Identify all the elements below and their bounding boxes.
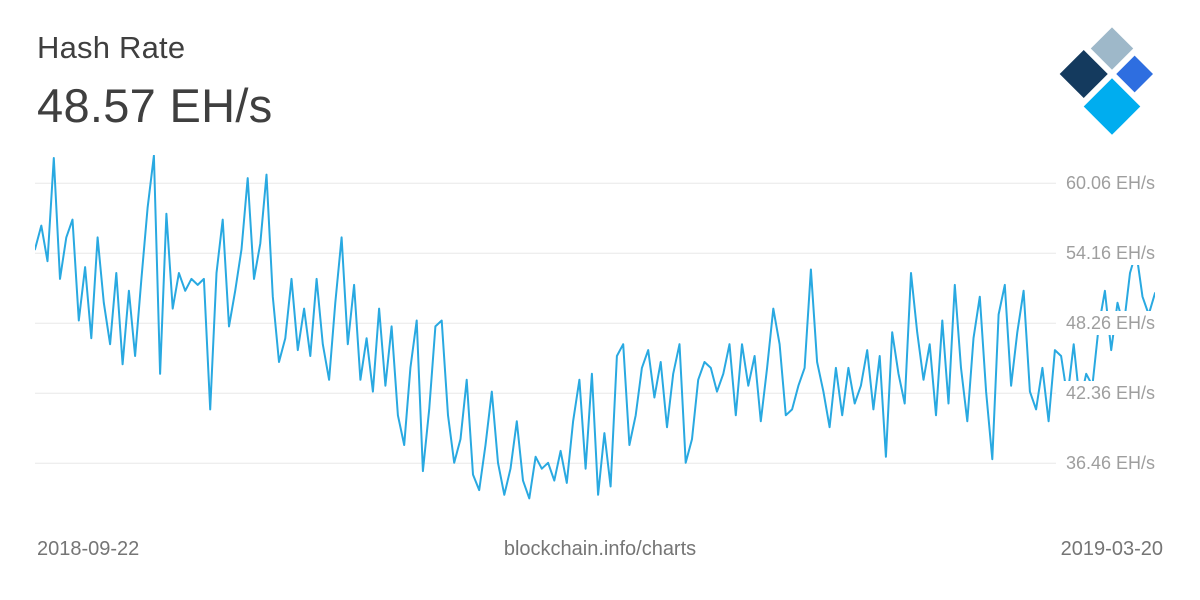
chart-header: Hash Rate 48.57 EH/s — [37, 30, 273, 133]
y-axis-tick-label: 54.16 EH/s — [1055, 241, 1155, 266]
current-hash-rate-value: 48.57 EH/s — [37, 79, 273, 132]
hash-rate-chart-area[interactable]: 60.06 EH/s 54.16 EH/s 48.26 EH/s 42.36 EH/s… — [35, 155, 1155, 512]
chart-title: Hash Rate — [37, 30, 186, 65]
blockchain-logo[interactable] — [1054, 18, 1170, 142]
y-axis-tick-label: 42.36 EH/s — [1055, 381, 1155, 406]
x-axis-end-date: 2019-03-20 — [1060, 538, 1163, 560]
hash-rate-line-chart — [35, 155, 1155, 500]
chart-footer: 2018-09-22 blockchain.info/charts 2019-0… — [37, 538, 1163, 561]
x-axis-start-date: 2018-09-22 — [37, 538, 140, 560]
blockchain-diamond-icon — [1059, 27, 1154, 135]
watermark-link[interactable]: blockchain.info/charts — [503, 538, 697, 560]
y-axis-tick-label: 60.06 EH/s — [1055, 171, 1155, 196]
y-axis-tick-label: 48.26 EH/s — [1055, 311, 1155, 336]
y-axis-tick-label: 36.46 EH/s — [1055, 451, 1155, 476]
